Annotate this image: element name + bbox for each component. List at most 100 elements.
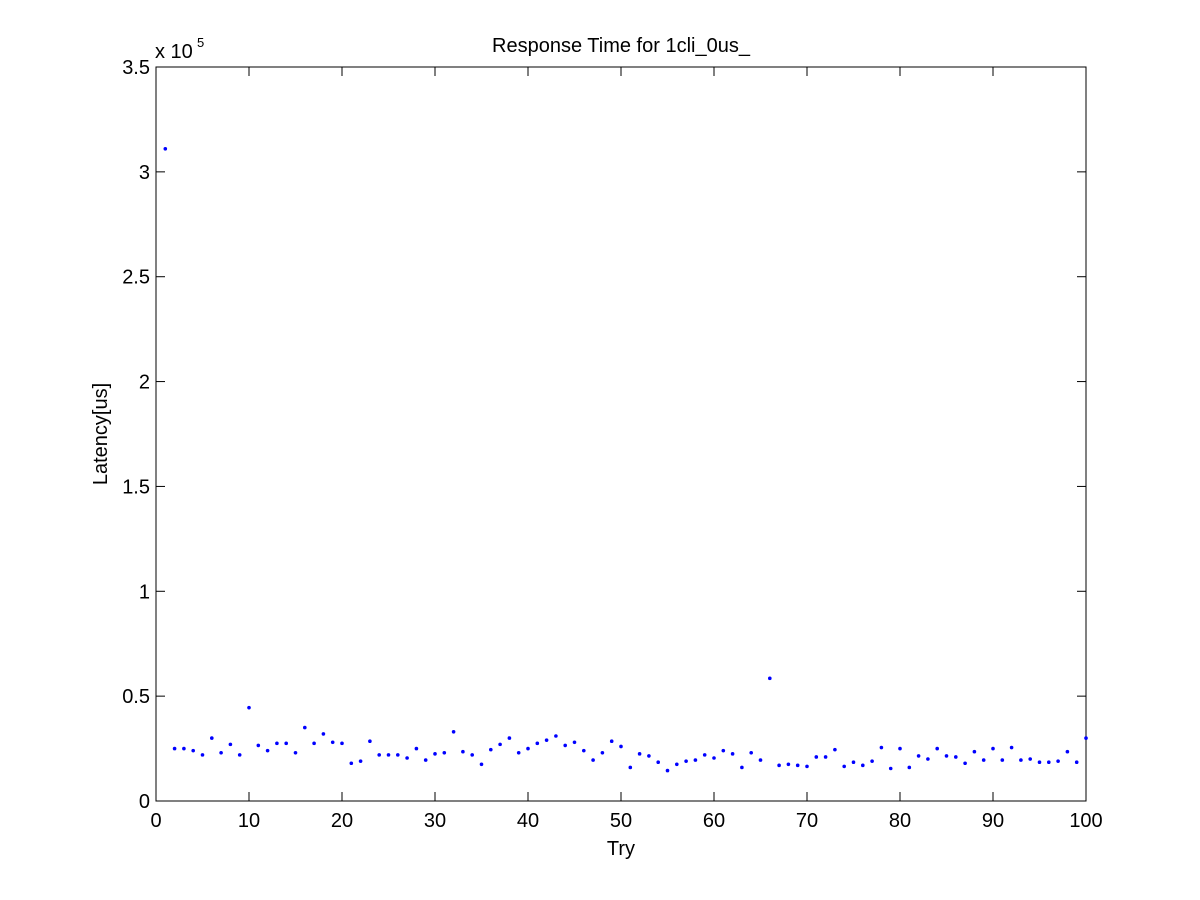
data-point <box>182 746 186 751</box>
data-point <box>219 750 223 755</box>
x-tick-label: 60 <box>703 810 725 832</box>
y-tick-label: 2 <box>139 372 150 394</box>
data-point <box>358 759 363 763</box>
y-tick-label: 1.5 <box>122 476 150 498</box>
y-tick-label: 3 <box>139 162 150 184</box>
x-tick-label: 40 <box>517 810 539 832</box>
data-point <box>833 747 837 752</box>
data-point <box>498 742 502 747</box>
data-point <box>637 752 642 756</box>
data-point <box>954 755 958 759</box>
data-point <box>200 753 205 757</box>
data-point <box>265 748 270 753</box>
data-point <box>684 759 688 763</box>
data-point <box>516 750 521 755</box>
data-point <box>805 764 809 769</box>
data-point <box>172 746 177 751</box>
data-point <box>191 748 195 753</box>
data-point <box>1028 757 1032 761</box>
data-point <box>563 743 567 748</box>
data-point <box>981 758 986 762</box>
data-point <box>665 768 670 773</box>
x-tick-label: 50 <box>610 810 632 832</box>
data-point <box>758 758 763 762</box>
data-point <box>284 741 289 746</box>
data-point <box>609 739 614 744</box>
data-point <box>554 734 558 738</box>
x-tick-label: 80 <box>889 810 911 832</box>
data-point <box>330 740 335 745</box>
y-exponent-label: x 10 <box>155 41 193 63</box>
data-point <box>712 756 716 760</box>
data-point <box>377 753 382 757</box>
data-point <box>916 754 921 758</box>
data-point <box>861 763 865 768</box>
x-tick-label: 20 <box>331 810 353 832</box>
data-point <box>1000 758 1005 762</box>
data-point <box>823 755 828 759</box>
data-point <box>303 725 307 730</box>
data-point <box>544 738 549 742</box>
data-point <box>423 758 428 762</box>
data-point <box>926 757 930 761</box>
data-point <box>851 760 856 765</box>
data-point <box>888 766 893 771</box>
data-point <box>433 752 437 756</box>
y-tick-label: 0.5 <box>122 686 150 708</box>
data-point <box>572 740 577 745</box>
data-point <box>386 753 391 757</box>
data-point <box>1019 758 1023 762</box>
data-point <box>321 732 326 736</box>
data-point <box>795 763 800 768</box>
data-point <box>656 760 660 765</box>
y-tick-label: 3.5 <box>122 57 150 79</box>
x-tick-label: 100 <box>1069 810 1102 832</box>
data-point <box>1084 736 1088 740</box>
x-tick-label: 70 <box>796 810 818 832</box>
data-point <box>582 748 586 753</box>
data-point <box>479 762 484 767</box>
data-point <box>600 750 605 755</box>
data-point <box>163 146 168 151</box>
data-point <box>535 741 540 746</box>
data-point <box>210 736 214 740</box>
data-point <box>991 746 995 751</box>
y-axis-label: Latency[us] <box>90 383 112 485</box>
chart-title: Response Time for 1cli_0us_ <box>492 35 751 57</box>
data-point <box>972 749 977 754</box>
y-tick-label: 1 <box>139 581 150 603</box>
data-point <box>730 752 735 756</box>
data-point <box>619 744 623 749</box>
axes-frame <box>155 66 1087 802</box>
data-point <box>702 753 707 757</box>
y-tick-label: 0 <box>139 791 150 813</box>
x-axis-label: Try <box>607 838 635 860</box>
data-point <box>275 741 279 746</box>
data-point <box>1065 749 1070 754</box>
data-points <box>163 146 1088 773</box>
data-point <box>870 759 874 763</box>
x-axis-ticks: 0 10 20 30 40 50 60 70 80 90 100 <box>150 67 1103 832</box>
data-point <box>1037 760 1042 765</box>
data-point <box>256 743 261 748</box>
data-point <box>963 761 967 766</box>
y-tick-label: 2.5 <box>122 267 150 289</box>
data-point <box>228 742 233 747</box>
data-point <box>1009 745 1014 750</box>
data-point <box>507 736 512 740</box>
data-point <box>740 765 744 770</box>
x-tick-label: 90 <box>982 810 1004 832</box>
data-point <box>405 756 409 760</box>
data-point <box>935 746 939 751</box>
data-point <box>777 763 781 768</box>
data-point <box>526 746 530 751</box>
data-point <box>340 741 344 746</box>
data-point <box>944 754 949 758</box>
data-point <box>293 750 298 755</box>
data-point <box>842 764 846 769</box>
x-tick-label: 10 <box>238 810 260 832</box>
data-point <box>442 750 447 755</box>
data-point <box>786 762 791 767</box>
data-point <box>1074 760 1079 765</box>
data-point <box>368 739 372 744</box>
